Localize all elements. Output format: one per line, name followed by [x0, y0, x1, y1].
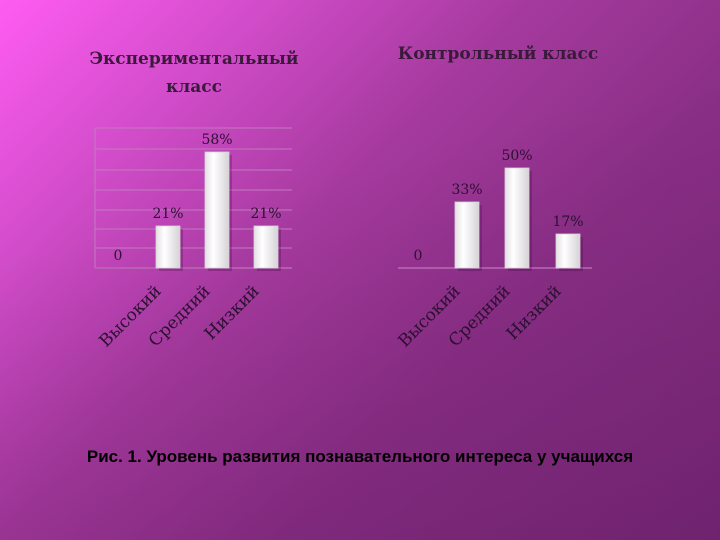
bar-Высокий	[155, 225, 181, 269]
data-label: 33%	[451, 182, 482, 198]
data-label: 17%	[552, 214, 583, 230]
axis-zero-label: 0	[414, 248, 423, 264]
chart-control-class: Контрольный класс033%Высокий50%Средний17…	[394, 44, 598, 351]
chart-experimental-class: Экспериментальныйкласс021%Высокий58%Сред…	[89, 49, 298, 351]
data-label: 50%	[501, 148, 532, 164]
bar-Низкий	[555, 233, 581, 269]
figure-caption: Рис. 1. Уровень развития познавательного…	[86, 447, 634, 466]
bar-Высокий	[454, 201, 480, 269]
category-label: Низкий	[503, 281, 566, 344]
bar-Средний	[504, 167, 530, 269]
chart-title-line: Контрольный класс	[398, 44, 599, 64]
category-label: Низкий	[201, 281, 264, 344]
data-label: 21%	[250, 206, 281, 222]
axis-zero-label: 0	[114, 248, 123, 264]
data-label: 58%	[201, 132, 232, 148]
chart-title-line: класс	[166, 77, 222, 97]
bar-Низкий	[253, 225, 279, 269]
chart-title-line: Экспериментальный	[89, 49, 298, 69]
bar-Средний	[204, 151, 230, 269]
data-label: 21%	[152, 206, 183, 222]
